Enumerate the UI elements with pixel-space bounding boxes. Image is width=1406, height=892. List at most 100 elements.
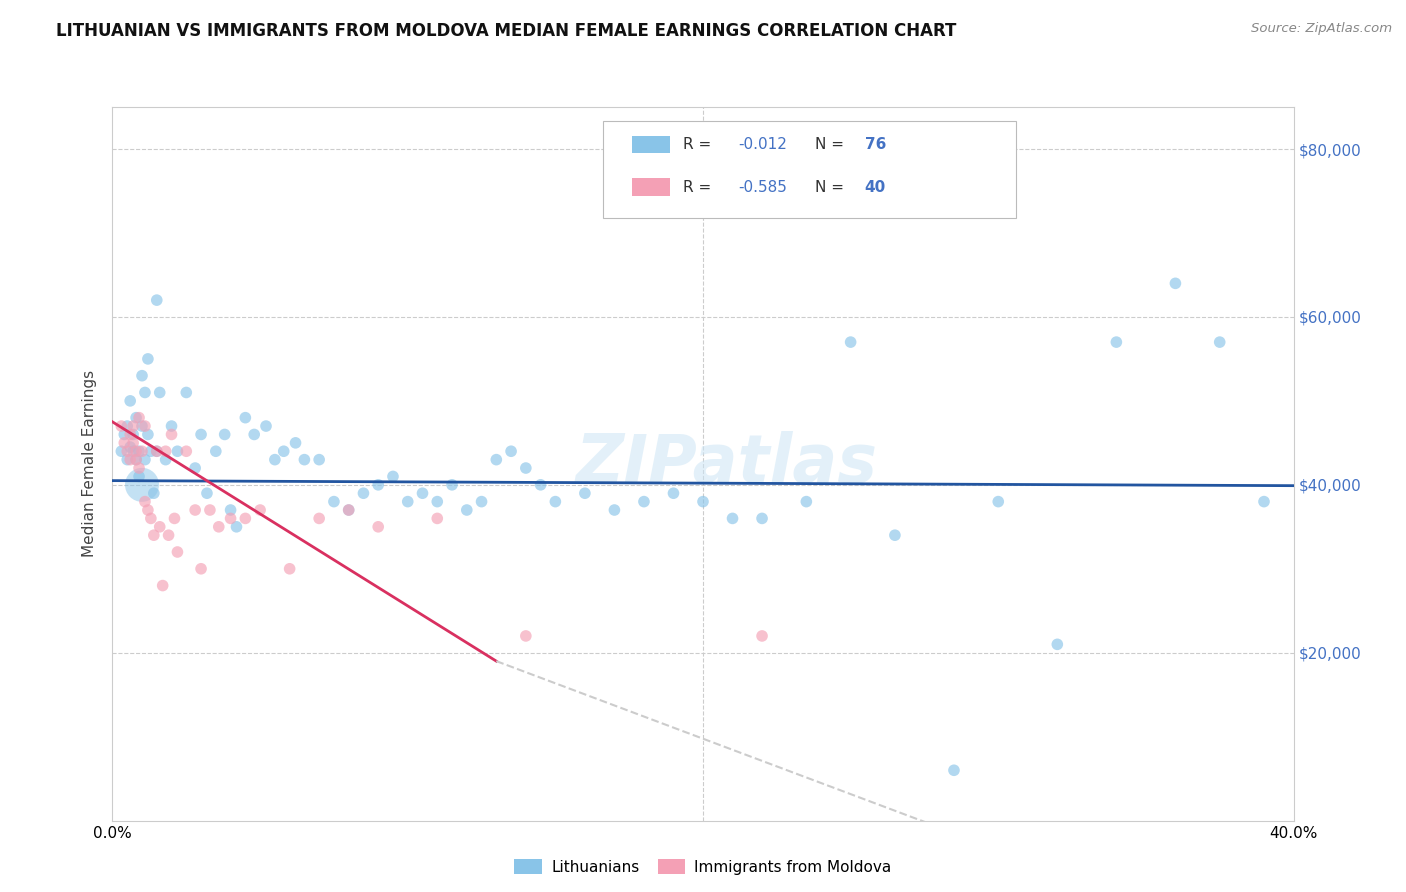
Point <box>112 435 135 450</box>
Point <box>721 511 744 525</box>
Point <box>146 293 169 307</box>
Text: N =: N = <box>815 180 849 194</box>
Point <box>249 503 271 517</box>
Point <box>110 419 132 434</box>
Text: -0.585: -0.585 <box>738 180 787 194</box>
Point <box>163 511 186 525</box>
Point <box>367 520 389 534</box>
Point <box>128 461 150 475</box>
Point <box>139 444 162 458</box>
Point <box>337 503 360 517</box>
Point <box>456 503 478 517</box>
Point <box>839 335 862 350</box>
Point <box>1208 335 1232 350</box>
Point <box>515 629 537 643</box>
Point <box>233 511 256 525</box>
Point <box>110 444 132 458</box>
Point <box>128 444 150 458</box>
Point <box>603 503 626 517</box>
Point <box>131 444 153 458</box>
Point <box>112 427 135 442</box>
Point <box>174 385 197 400</box>
Point <box>411 486 433 500</box>
Point <box>367 478 389 492</box>
Point <box>122 419 145 434</box>
Point <box>184 461 207 475</box>
Text: R =: R = <box>683 137 716 152</box>
Text: ZIPatlas: ZIPatlas <box>575 431 877 497</box>
Text: 76: 76 <box>865 137 886 152</box>
Point <box>136 427 159 442</box>
Point <box>501 444 523 458</box>
Point <box>284 435 307 450</box>
Text: N =: N = <box>815 137 849 152</box>
Point <box>485 452 508 467</box>
Point <box>1105 335 1128 350</box>
Point <box>470 494 494 508</box>
Point <box>987 494 1010 508</box>
Point <box>751 629 773 643</box>
Point <box>131 368 153 383</box>
Point <box>942 764 965 778</box>
Point <box>225 520 247 534</box>
FancyBboxPatch shape <box>633 136 669 153</box>
Point <box>662 486 685 500</box>
Point <box>884 528 907 542</box>
Point <box>243 427 266 442</box>
Point <box>544 494 567 508</box>
Point <box>633 494 655 508</box>
Point <box>1046 637 1069 651</box>
Point <box>157 528 180 542</box>
Point <box>692 494 714 508</box>
Point <box>155 444 177 458</box>
Point <box>125 410 148 425</box>
Point <box>120 427 142 442</box>
Point <box>128 469 150 483</box>
Point <box>122 427 145 442</box>
Point <box>134 494 156 508</box>
Point <box>131 478 153 492</box>
Point <box>574 486 596 500</box>
Point <box>190 562 212 576</box>
Point <box>139 511 162 525</box>
Point <box>142 528 165 542</box>
Point <box>160 419 183 434</box>
Point <box>120 440 142 454</box>
Point <box>152 578 174 592</box>
Point <box>134 419 156 434</box>
Point <box>128 410 150 425</box>
Point <box>149 520 172 534</box>
Point <box>441 478 464 492</box>
Point <box>125 444 148 458</box>
Text: 40: 40 <box>865 180 886 194</box>
Point <box>382 469 405 483</box>
Point <box>214 427 236 442</box>
Point <box>160 427 183 442</box>
Text: LITHUANIAN VS IMMIGRANTS FROM MOLDOVA MEDIAN FEMALE EARNINGS CORRELATION CHART: LITHUANIAN VS IMMIGRANTS FROM MOLDOVA ME… <box>56 22 956 40</box>
Point <box>751 511 773 525</box>
Point <box>292 452 315 467</box>
Point <box>233 410 256 425</box>
Point <box>515 461 537 475</box>
Point <box>155 452 177 467</box>
Point <box>146 444 169 458</box>
Point <box>1164 277 1187 291</box>
Point <box>122 435 145 450</box>
Point <box>190 427 212 442</box>
Point <box>219 503 242 517</box>
Point <box>195 486 218 500</box>
Point <box>426 494 449 508</box>
Point <box>134 385 156 400</box>
Point <box>146 444 169 458</box>
Point <box>134 452 156 467</box>
Point <box>136 503 159 517</box>
Point <box>125 452 148 467</box>
Point <box>426 511 449 525</box>
Point <box>120 393 142 408</box>
Point <box>166 545 188 559</box>
Point <box>1253 494 1275 508</box>
Point <box>323 494 346 508</box>
Text: R =: R = <box>683 180 716 194</box>
Point <box>278 562 301 576</box>
Legend: Lithuanians, Immigrants from Moldova: Lithuanians, Immigrants from Moldova <box>509 853 897 880</box>
